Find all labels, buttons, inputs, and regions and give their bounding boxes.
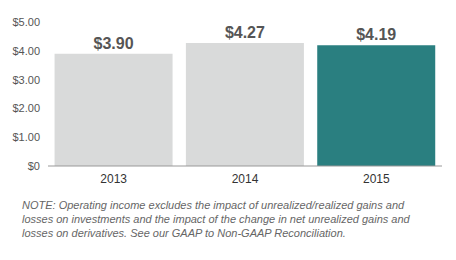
svg-text:2015: 2015 bbox=[363, 172, 390, 186]
svg-text:$3.90: $3.90 bbox=[94, 35, 134, 52]
svg-text:$2.00: $2.00 bbox=[12, 102, 40, 114]
svg-text:2013: 2013 bbox=[100, 172, 127, 186]
svg-text:$1.00: $1.00 bbox=[12, 131, 40, 143]
svg-text:$3.00: $3.00 bbox=[12, 74, 40, 86]
svg-text:$4.27: $4.27 bbox=[225, 24, 265, 41]
svg-text:$0: $0 bbox=[28, 160, 40, 172]
svg-text:$4.19: $4.19 bbox=[356, 26, 396, 43]
html-text:NOTE: Operating income exclude: NOTE: Operating income excludes the impa… bbox=[22, 199, 410, 239]
svg-text:$4.00: $4.00 bbox=[12, 45, 40, 57]
svg-text:$5.00: $5.00 bbox=[12, 16, 40, 28]
svg-text:2014: 2014 bbox=[232, 172, 259, 186]
